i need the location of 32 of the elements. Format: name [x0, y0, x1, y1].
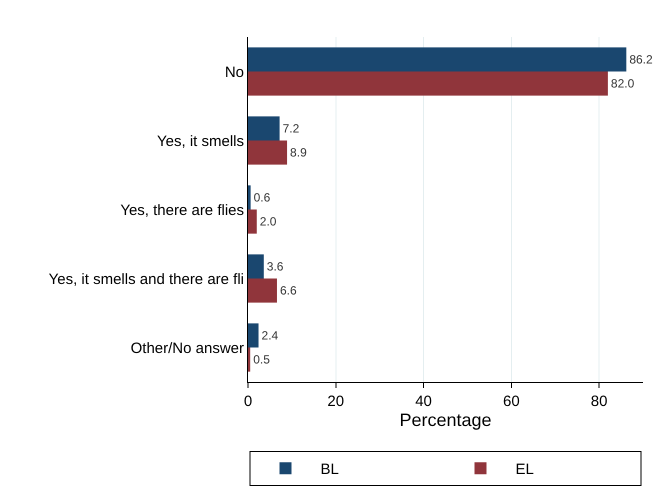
- y-tick-label: Other/No answer: [130, 340, 244, 357]
- x-tick-label: 60: [502, 393, 520, 410]
- bar: [248, 185, 251, 210]
- bar: [248, 116, 280, 140]
- data-label: 82.0: [610, 76, 635, 91]
- data-label: 8.9: [290, 146, 308, 160]
- data-label: 86.2: [629, 52, 653, 66]
- bar: [248, 278, 277, 303]
- x-tick-label: 80: [590, 393, 608, 410]
- bar: [248, 47, 626, 72]
- legend-label: EL: [516, 461, 534, 478]
- data-label: 0.6: [254, 190, 271, 204]
- data-label: 7.2: [282, 121, 300, 136]
- data-label: 2.4: [262, 328, 279, 342]
- data-label: 3.6: [266, 259, 284, 274]
- bar: [248, 140, 288, 165]
- x-tick-label: 40: [415, 393, 432, 410]
- bar: [248, 72, 608, 96]
- data-label: 2.0: [260, 214, 277, 229]
- y-tick-label: Yes, it smells: [157, 132, 244, 150]
- x-tick-label: 20: [327, 393, 344, 410]
- x-axis-title: Percentage: [399, 410, 492, 430]
- bar: [248, 210, 257, 234]
- data-label: 0.5: [253, 352, 270, 367]
- x-tick-label: 0: [244, 393, 252, 410]
- bar: [248, 254, 264, 278]
- bar: [248, 323, 259, 348]
- y-tick-label: No: [224, 64, 244, 81]
- data-label: 6.6: [280, 284, 297, 298]
- legend-label: BL: [320, 461, 339, 478]
- y-tick-label: Yes, it smells and there are fli: [48, 270, 244, 288]
- y-tick-label: Yes, there are flies: [120, 202, 244, 219]
